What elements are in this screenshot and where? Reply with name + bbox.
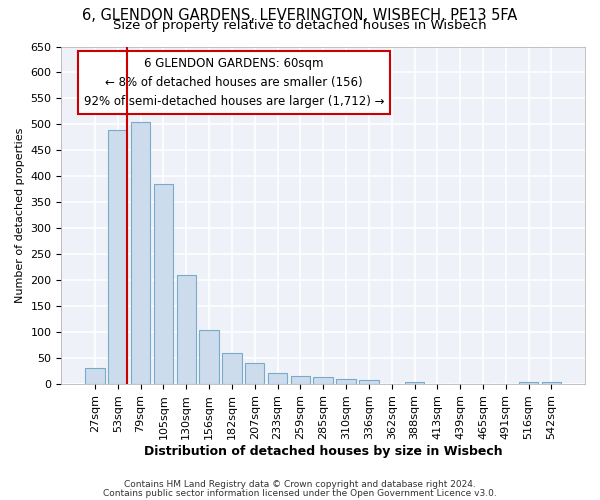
Text: 6, GLENDON GARDENS, LEVERINGTON, WISBECH, PE13 5FA: 6, GLENDON GARDENS, LEVERINGTON, WISBECH… [82, 8, 518, 22]
Bar [405, 382, 424, 384]
Bar [337, 378, 356, 384]
Bar [199, 330, 219, 384]
Bar [108, 130, 127, 384]
Bar [268, 373, 287, 384]
Text: Size of property relative to detached houses in Wisbech: Size of property relative to detached ho… [113, 19, 487, 32]
Bar [154, 184, 173, 384]
Bar [542, 382, 561, 384]
Bar [313, 378, 333, 384]
X-axis label: Distribution of detached houses by size in Wisbech: Distribution of detached houses by size … [144, 444, 503, 458]
Bar [222, 353, 242, 384]
Bar [519, 382, 538, 384]
Bar [290, 376, 310, 384]
Bar [176, 275, 196, 384]
Y-axis label: Number of detached properties: Number of detached properties [15, 128, 25, 303]
Bar [85, 368, 104, 384]
Bar [359, 380, 379, 384]
Text: 6 GLENDON GARDENS: 60sqm
← 8% of detached houses are smaller (156)
92% of semi-d: 6 GLENDON GARDENS: 60sqm ← 8% of detache… [84, 56, 385, 108]
Bar [131, 122, 150, 384]
Text: Contains HM Land Registry data © Crown copyright and database right 2024.: Contains HM Land Registry data © Crown c… [124, 480, 476, 489]
Bar [245, 364, 265, 384]
Text: Contains public sector information licensed under the Open Government Licence v3: Contains public sector information licen… [103, 488, 497, 498]
